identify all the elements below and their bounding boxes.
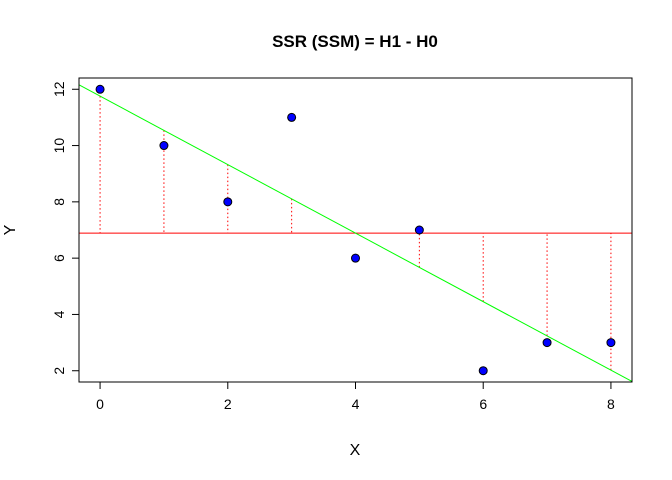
data-point	[287, 112, 297, 122]
y-tick-label: 8	[51, 198, 67, 206]
plot-area: 0 2 4 6 8 2 4 6 8 10 12	[51, 77, 633, 412]
data-point	[159, 141, 169, 151]
x-tick-label: 4	[352, 396, 360, 412]
data-point	[414, 225, 424, 235]
x-tick-label: 6	[479, 396, 487, 412]
y-tick-label: 10	[51, 138, 67, 154]
data-point	[606, 338, 616, 348]
data-point	[223, 197, 233, 207]
x-tick-label: 2	[224, 396, 232, 412]
plot-border	[78, 77, 633, 383]
y-tick-label: 4	[51, 310, 67, 318]
data-point	[478, 366, 488, 376]
regression-line	[79, 84, 632, 382]
y-tick-label: 6	[51, 254, 67, 262]
y-tick-label: 2	[51, 367, 67, 375]
x-axis-label: X	[350, 442, 361, 459]
chart-title: SSR (SSM) = H1 - H0	[272, 32, 438, 51]
x-tick-label: 8	[607, 396, 615, 412]
y-tick-label: 12	[51, 81, 67, 97]
x-tick-label: 0	[96, 396, 104, 412]
data-point	[95, 84, 105, 94]
y-axis-label: Y	[2, 224, 19, 235]
data-point	[542, 338, 552, 348]
data-point	[351, 253, 360, 263]
